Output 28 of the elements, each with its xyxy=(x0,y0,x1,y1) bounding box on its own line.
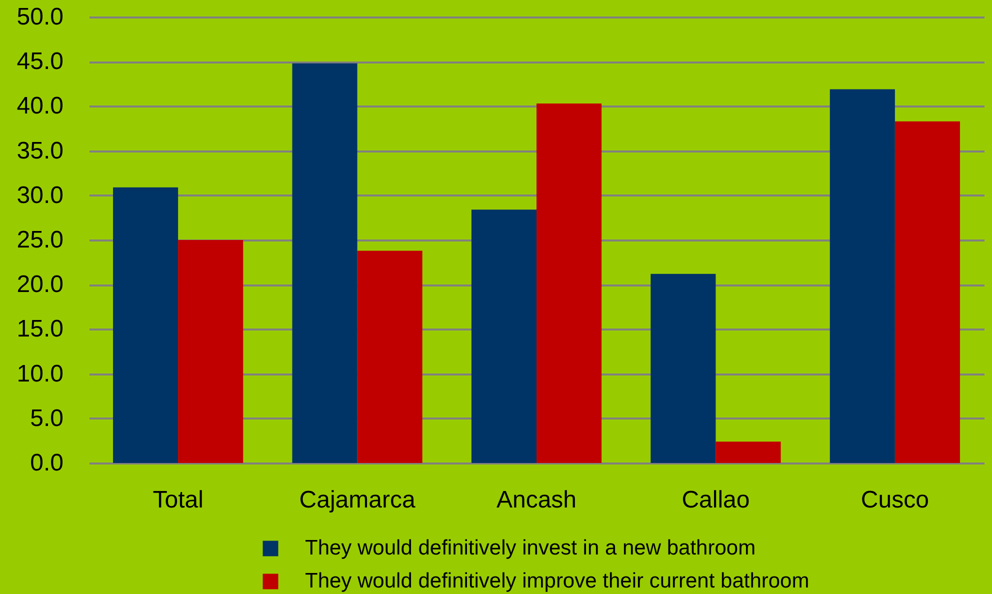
bar xyxy=(650,274,716,463)
x-tick-label: Ancash xyxy=(496,486,577,514)
x-tick-label: Callao xyxy=(682,486,750,514)
bar xyxy=(716,442,781,463)
x-tick-label: Total xyxy=(152,486,204,514)
y-tick-label: 0.0 xyxy=(30,450,64,476)
y-tick-label: 50.0 xyxy=(16,4,64,30)
bar xyxy=(178,240,244,463)
y-tick-label: 30.0 xyxy=(16,182,64,209)
y-tick-label: 45.0 xyxy=(16,48,64,76)
y-tick-label: 10.0 xyxy=(16,360,64,388)
legend-label: They would definitively improve their current bathroom xyxy=(305,570,810,592)
y-tick-label: 40.0 xyxy=(16,92,64,120)
bar xyxy=(894,121,960,463)
y-tick-label: 25.0 xyxy=(16,226,64,254)
bar xyxy=(113,187,178,463)
y-tick-label: 35.0 xyxy=(16,137,64,164)
x-tick-label: Cajamarca xyxy=(299,486,416,514)
y-tick-label: 15.0 xyxy=(16,316,64,343)
bar xyxy=(471,210,536,463)
legend-label: They would definitively invest in a new bathroom xyxy=(305,536,756,560)
bar xyxy=(536,104,602,463)
bar xyxy=(830,89,895,463)
bar xyxy=(357,250,422,463)
bar xyxy=(292,63,358,463)
y-tick-label: 5.0 xyxy=(30,404,64,432)
y-tick-label: 20.0 xyxy=(16,271,64,298)
x-tick-label: Cusco xyxy=(860,486,929,514)
